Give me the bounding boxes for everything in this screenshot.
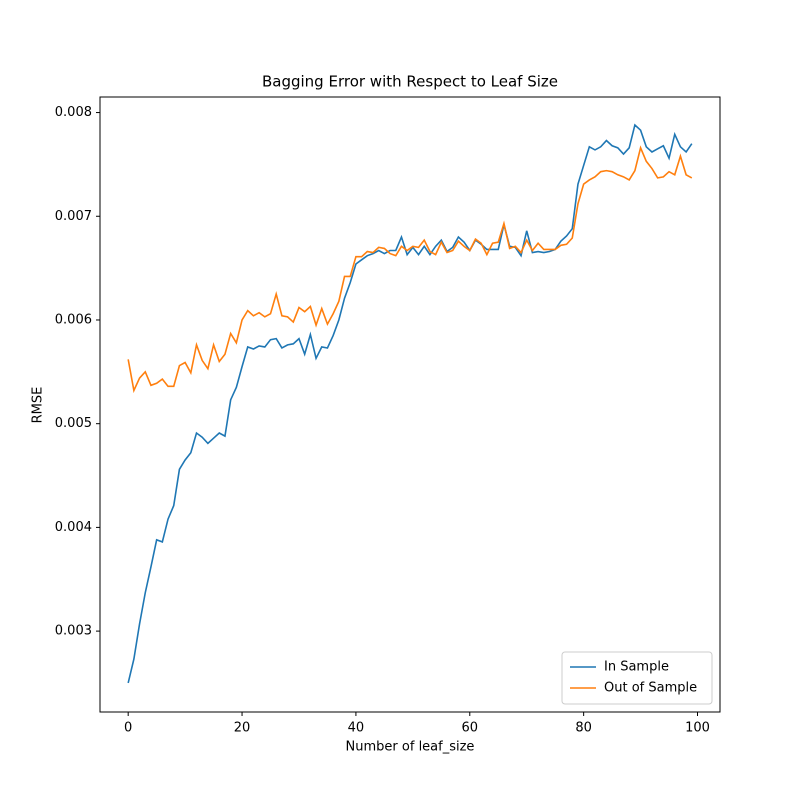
y-tick-label: 0.004 [55,520,92,535]
x-tick-label: 0 [124,721,132,736]
x-tick-label: 40 [348,721,365,736]
x-tick-label: 60 [462,721,479,736]
legend-box [561,651,713,705]
legend-label: Out of Sample [604,681,697,696]
y-tick-label: 0.007 [55,209,92,224]
y-tick-label: 0.006 [55,312,92,327]
x-tick-label: 20 [234,721,251,736]
x-axis-label: Number of leaf_size [346,740,475,755]
y-tick-label: 0.003 [55,624,92,639]
x-tick-label: 100 [685,721,710,736]
series-line [127,123,693,684]
plot-frame [99,96,721,713]
y-tick-label: 0.005 [55,416,92,431]
series-line [127,145,693,394]
y-axis-label: RMSE [31,387,46,424]
y-tick-label: 0.008 [55,105,92,120]
x-tick-label: 80 [575,721,592,736]
chart-title: Bagging Error with Respect to Leaf Size [262,73,558,91]
legend-label: In Sample [604,660,669,675]
